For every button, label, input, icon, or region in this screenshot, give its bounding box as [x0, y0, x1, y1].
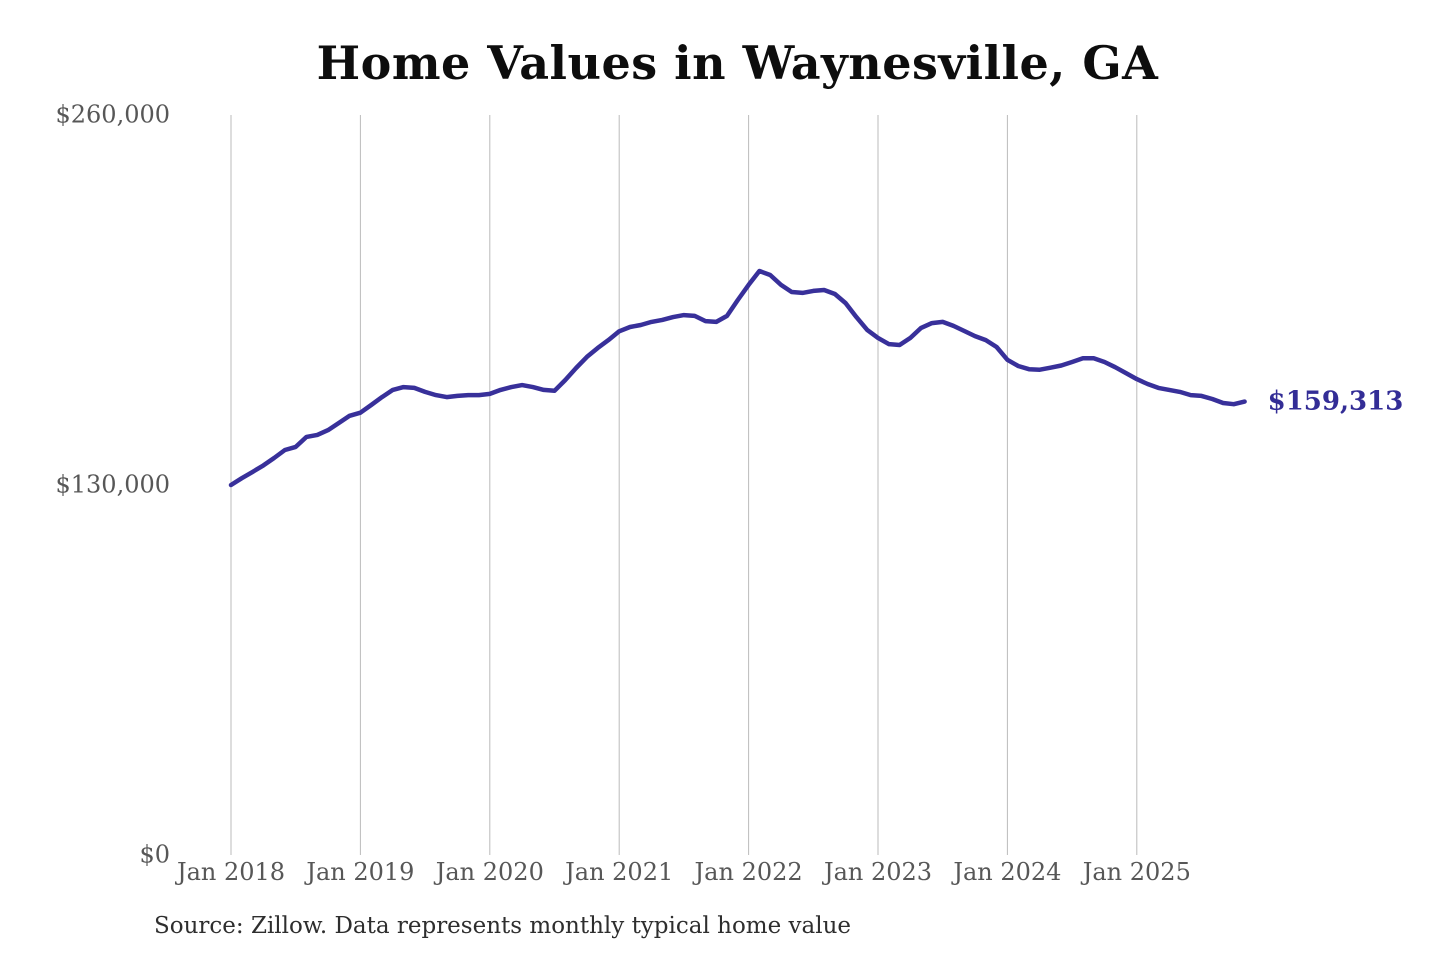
- x-axis-tick-label: Jan 2022: [694, 858, 803, 886]
- x-axis-tick-label: Jan 2023: [823, 858, 933, 886]
- x-axis-tick-label: Jan 2021: [565, 858, 674, 886]
- x-axis-tick-label: Jan 2019: [306, 858, 415, 886]
- x-axis-tick-label: Jan 2018: [176, 858, 286, 886]
- source-note: Source: Zillow. Data represents monthly …: [154, 913, 852, 939]
- y-axis-tick-label: $0: [139, 840, 170, 869]
- value-line: [228, 268, 1247, 488]
- y-axis-tick-label: $130,000: [55, 470, 170, 499]
- x-axis-tick-label: Jan 2020: [435, 858, 544, 886]
- latest-value-label: $159,313: [1267, 385, 1404, 416]
- chart-title: Home Values in Waynesville, GA: [316, 36, 1159, 90]
- x-axis-tick-label: Jan 2025: [1082, 858, 1191, 886]
- y-axis-tick-label: $260,000: [55, 100, 170, 129]
- x-axis-tick-label: Jan 2024: [953, 858, 1062, 886]
